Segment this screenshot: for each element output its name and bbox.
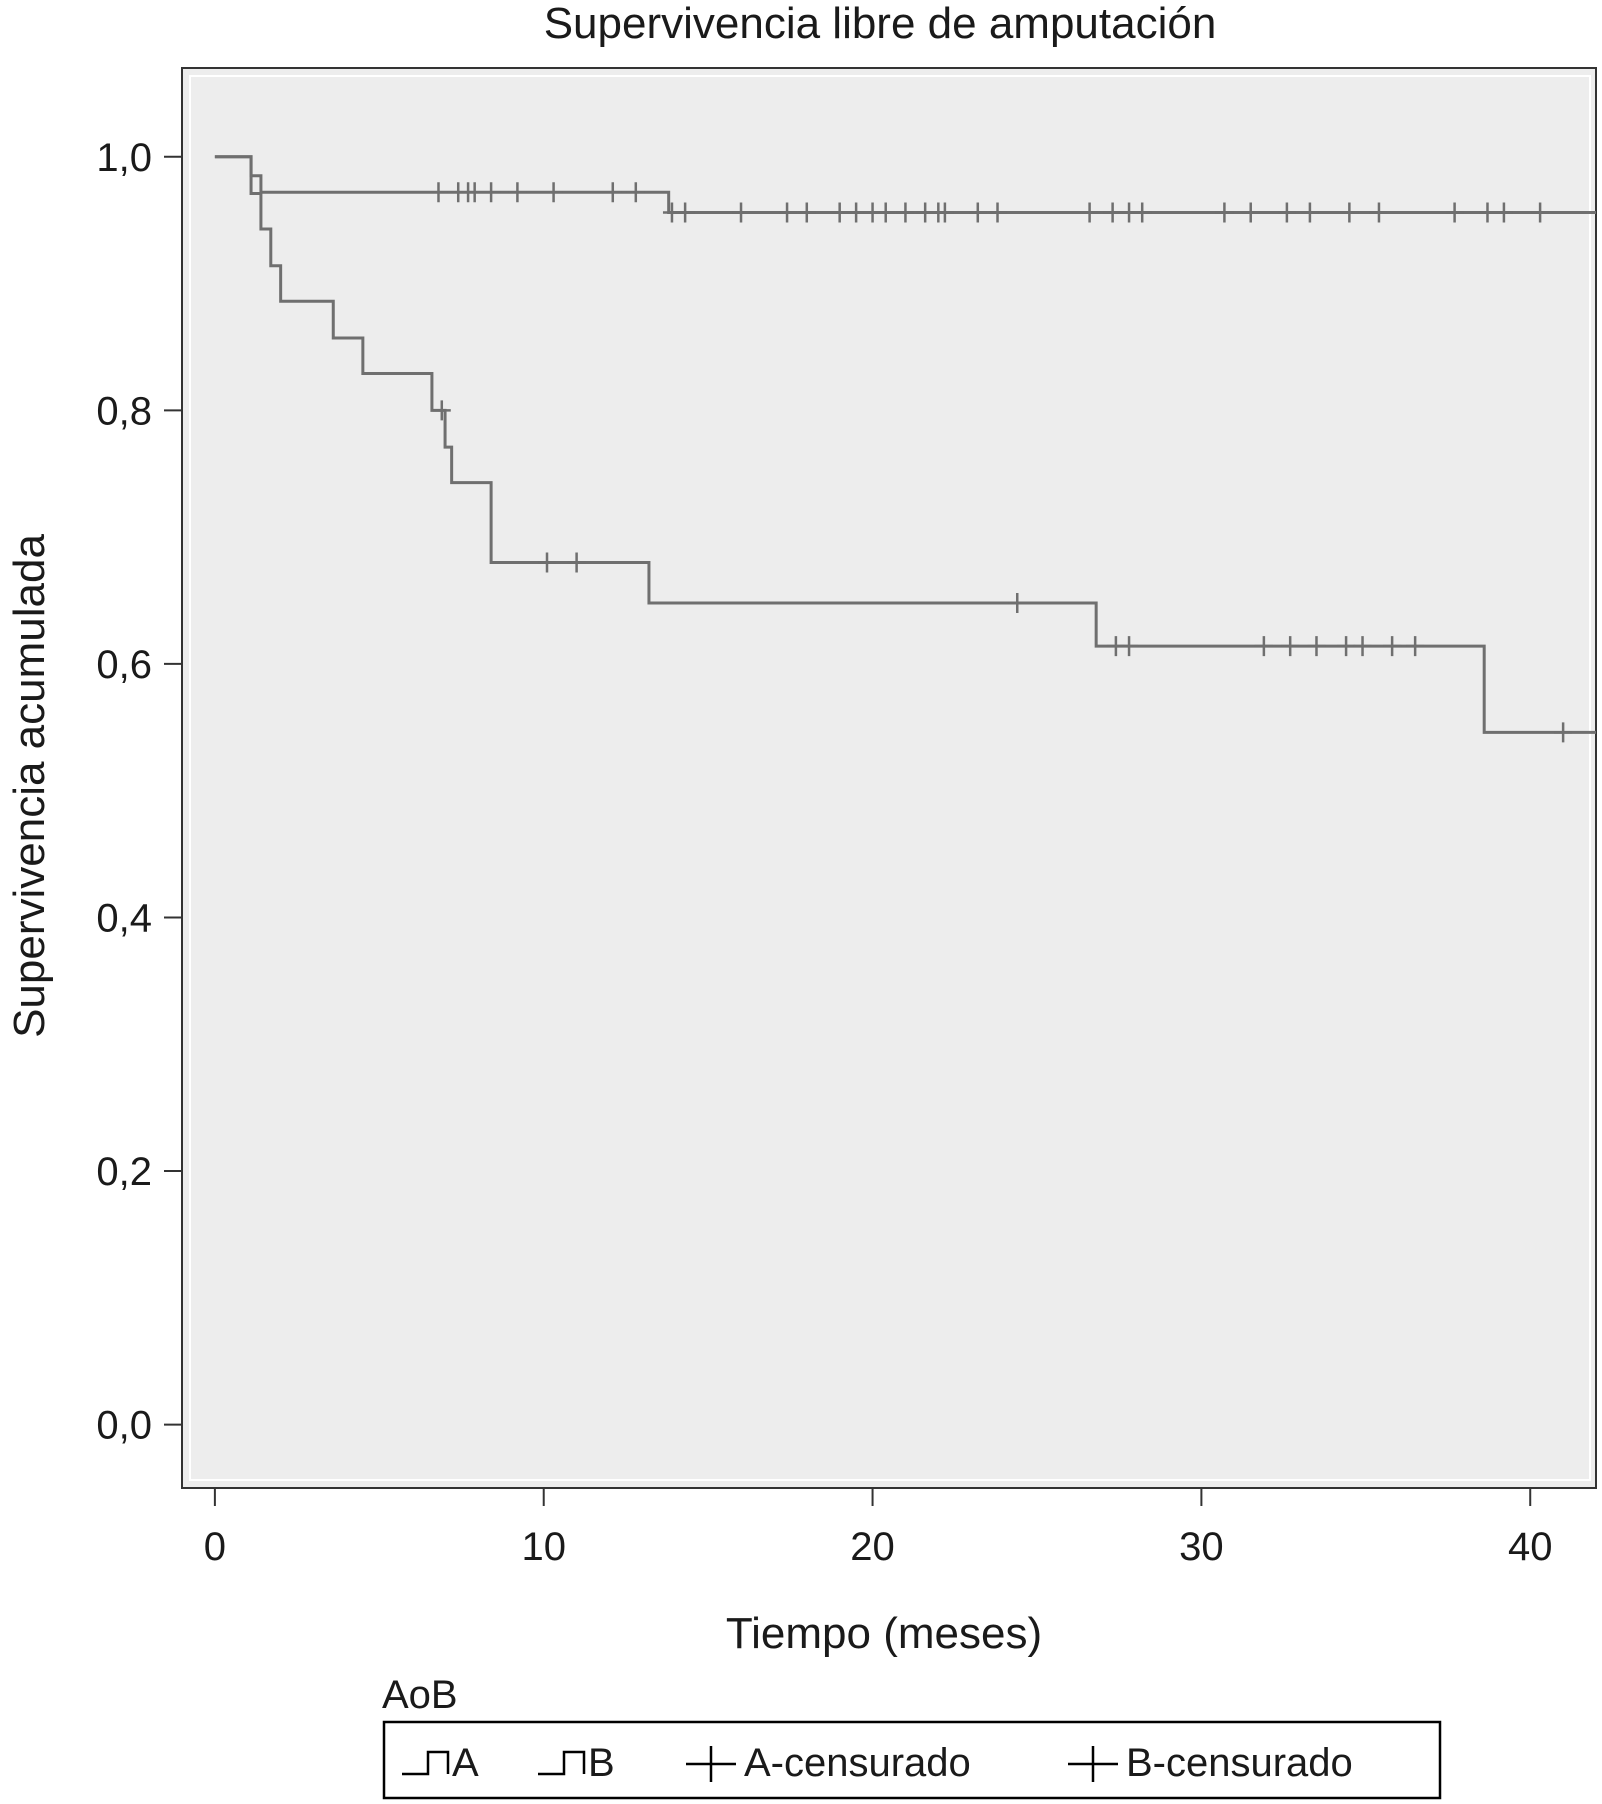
censor-mark-a — [1531, 202, 1550, 223]
censor-mark-a — [1241, 202, 1260, 223]
censor-mark-b — [1406, 636, 1425, 657]
x-axis-label: Tiempo (meses) — [726, 1609, 1042, 1658]
legend-censor-symbol — [1068, 1746, 1118, 1782]
censor-mark-b — [1383, 636, 1402, 657]
censor-mark-a — [508, 182, 527, 203]
censor-mark-a — [797, 202, 816, 223]
x-tick-label: 20 — [850, 1525, 895, 1569]
y-tick-label: 0,4 — [96, 896, 152, 940]
y-axis-label: Supervivencia acumulada — [5, 534, 54, 1038]
censor-mark-b — [1353, 636, 1372, 657]
censor-mark-a — [429, 182, 448, 203]
legend-box — [382, 1720, 1442, 1800]
censor-mark-a — [1103, 202, 1122, 223]
y-tick-label: 0,6 — [96, 643, 152, 687]
censor-mark-a — [1478, 202, 1497, 223]
x-axis-ticks: 0 10 20 30 40 — [204, 1488, 1553, 1569]
censor-mark-a — [482, 182, 501, 203]
legend-label: B — [588, 1741, 615, 1785]
legend-label: B-censurado — [1126, 1741, 1353, 1785]
censor-mark-a — [1445, 202, 1464, 223]
y-tick-label: 1,0 — [96, 136, 152, 180]
censor-mark-a — [465, 182, 484, 203]
censor-mark-b — [432, 400, 451, 421]
censor-mark-b — [1281, 636, 1300, 657]
legend-label: A — [452, 1741, 479, 1785]
censor-mark-a — [876, 202, 895, 223]
y-tick-label: 0,2 — [96, 1150, 152, 1194]
censor-mark-a — [603, 182, 622, 203]
censor-mark-a — [626, 182, 645, 203]
legend-step-symbol — [538, 1750, 586, 1776]
x-tick-label: 30 — [1179, 1525, 1224, 1569]
censor-mark-b — [1307, 636, 1326, 657]
censor-mark-a — [1133, 202, 1152, 223]
censor-mark-a — [1300, 202, 1319, 223]
censor-mark-a — [778, 202, 797, 223]
censor-mark-b — [1008, 593, 1027, 614]
censor-mark-a — [830, 202, 849, 223]
censor-mark-a — [1340, 202, 1359, 223]
censor-mark-b — [1120, 636, 1139, 657]
censor-mark-a — [1080, 202, 1099, 223]
censor-mark-b — [1254, 636, 1273, 657]
censor-mark-b — [1554, 722, 1573, 743]
legend-step-symbol — [402, 1750, 450, 1776]
chart-title: Supervivencia libre de amputación — [544, 0, 1217, 48]
y-tick-label: 0,0 — [96, 1404, 152, 1448]
series-layer — [214, 155, 1596, 743]
censor-mark-b — [567, 552, 586, 573]
plot-inner-border — [189, 75, 1591, 1481]
censor-mark-a — [1494, 202, 1513, 223]
censor-mark-a — [988, 202, 1007, 223]
x-tick-label: 0 — [204, 1525, 226, 1569]
censor-mark-b — [1337, 636, 1356, 657]
censor-mark-b — [538, 552, 557, 573]
x-tick-label: 10 — [521, 1525, 566, 1569]
y-axis-ticks: 0,0 0,2 0,4 0,6 0,8 1,0 — [96, 136, 182, 1448]
x-tick-label: 40 — [1508, 1525, 1553, 1569]
censor-mark-a — [847, 202, 866, 223]
censor-mark-a — [896, 202, 915, 223]
censor-mark-a — [676, 202, 695, 223]
legend-label: A-censurado — [744, 1741, 971, 1785]
legend-censor-symbol — [686, 1746, 736, 1782]
legend-title: AoB — [382, 1673, 458, 1717]
censor-mark-a — [1215, 202, 1234, 223]
censor-mark-a — [1369, 202, 1388, 223]
censor-mark-a — [732, 202, 751, 223]
censor-mark-a — [1277, 202, 1296, 223]
y-tick-label: 0,8 — [96, 389, 152, 433]
censor-mark-a — [968, 202, 987, 223]
series-b-line — [214, 155, 1596, 734]
censor-mark-a — [544, 182, 563, 203]
legend-entries: A B A-censurado B-censurado — [402, 1741, 1353, 1785]
plot-area — [181, 67, 1597, 1489]
censor-mark-a — [935, 202, 954, 223]
